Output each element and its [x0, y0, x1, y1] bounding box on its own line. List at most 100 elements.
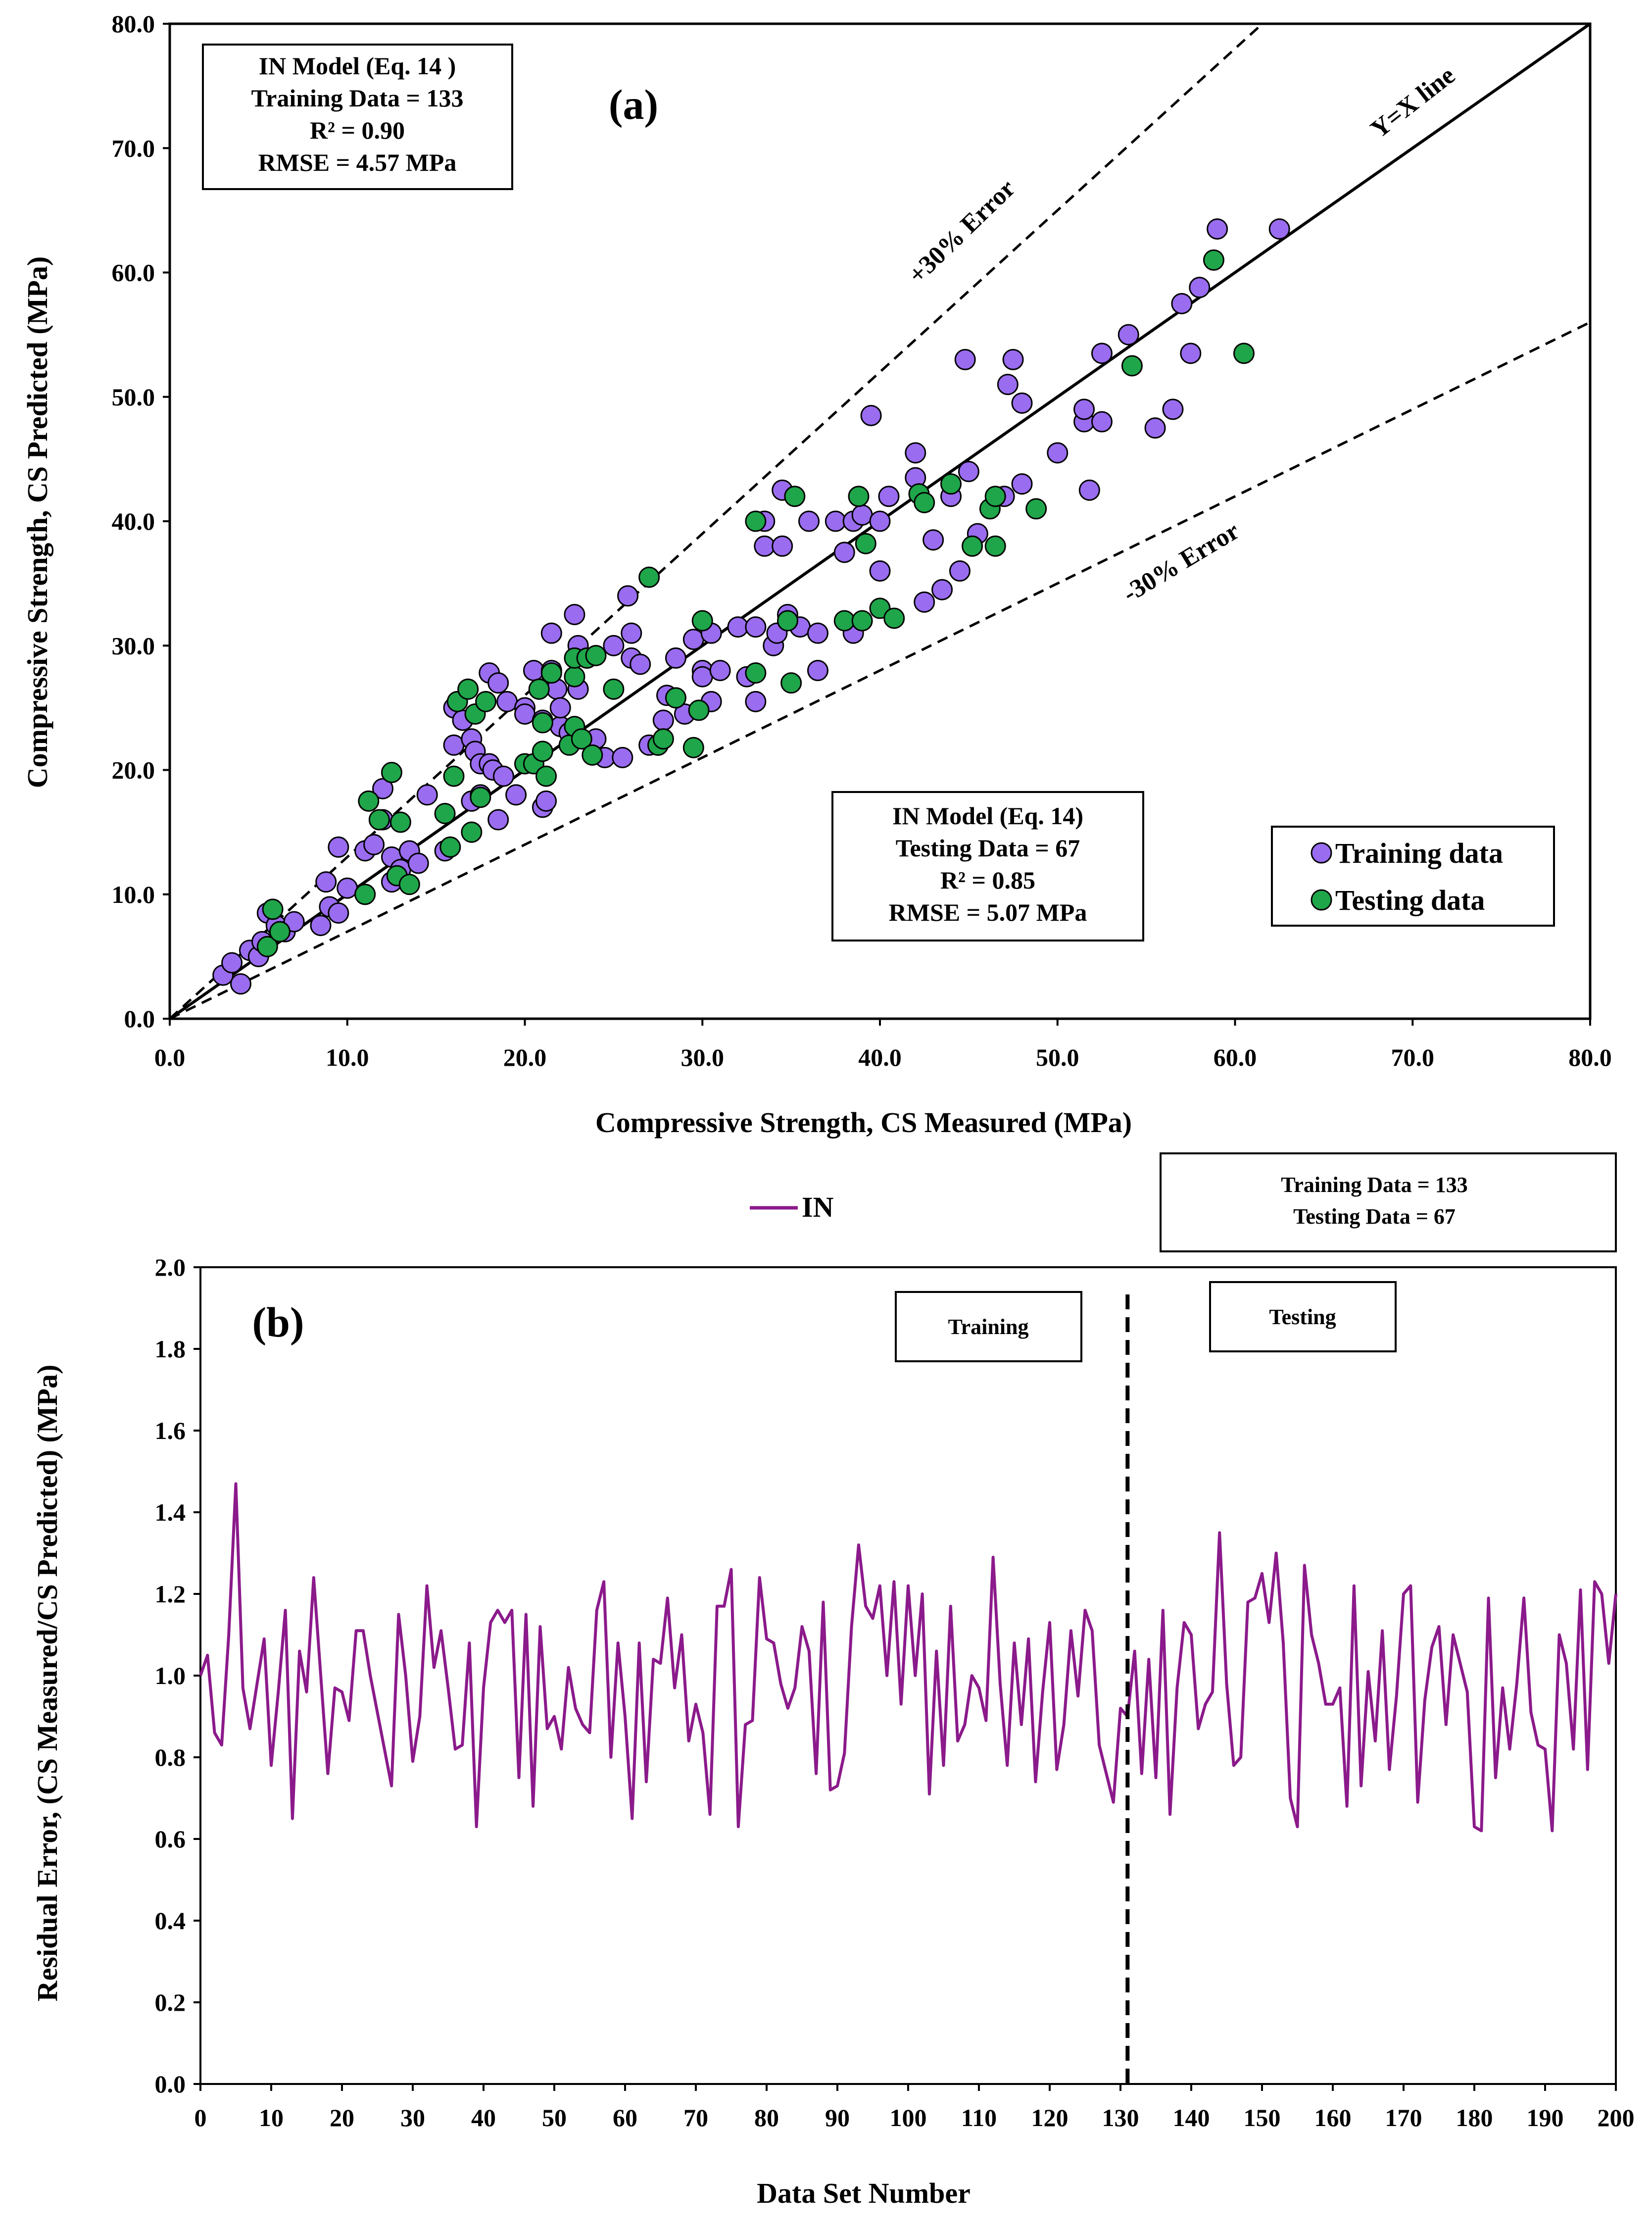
y-tick-label-b: 1.4	[155, 1498, 186, 1526]
y-axis-title-a: Compressive Strength, CS Predicted (MPa)	[21, 256, 53, 788]
legend-testing-label: Testing data	[1335, 884, 1485, 916]
training-box-line-3: R² = 0.90	[310, 116, 405, 144]
testing-point	[398, 874, 420, 895]
testing-point	[851, 610, 873, 632]
x-tick-label-b: 150	[1244, 2104, 1281, 2132]
training-point	[1268, 218, 1290, 240]
training-point	[523, 660, 544, 681]
training-point	[535, 790, 557, 812]
testing-point	[745, 510, 767, 532]
testing-point	[984, 486, 1006, 507]
legend-testing-marker	[1311, 889, 1332, 911]
training-point	[617, 585, 639, 607]
y-tick-label-a: 20.0	[112, 756, 155, 784]
training-point	[825, 510, 846, 532]
training-point	[851, 504, 873, 526]
testing-point	[688, 699, 710, 721]
training-point	[905, 442, 926, 464]
y-tick-label-b: 0.4	[155, 1907, 186, 1934]
y-tick-label-a: 0.0	[124, 1005, 155, 1033]
training-point	[612, 746, 633, 768]
x-tick-label-b: 60	[613, 2104, 637, 2132]
training-point	[1207, 218, 1228, 240]
training-point	[407, 852, 429, 874]
testing-point	[652, 728, 674, 750]
x-tick-label-b: 130	[1102, 2104, 1139, 2132]
testing-point	[665, 687, 686, 709]
training-point	[1091, 411, 1113, 433]
testing-point	[470, 787, 491, 808]
testing-point	[389, 811, 411, 833]
training-point	[1047, 442, 1069, 464]
training-point	[315, 871, 337, 893]
training-point	[949, 560, 971, 582]
training-point	[1118, 324, 1139, 346]
training-point	[540, 622, 562, 644]
training-point	[230, 973, 251, 995]
testing-point	[368, 809, 390, 831]
panel-label-a: (a)	[609, 81, 658, 128]
x-tick-label-b: 90	[825, 2104, 850, 2132]
testing-annotation-box: Testing	[1209, 1281, 1397, 1352]
training-point	[869, 560, 891, 582]
x-tick-label-b: 30	[400, 2104, 425, 2132]
legend-training-label: Training data	[1335, 837, 1503, 869]
data-count-training: Training Data = 133	[1281, 1173, 1468, 1197]
training-point	[860, 404, 882, 426]
testing-annotation-label: Testing	[1269, 1305, 1336, 1329]
axis-ticks-a: 0.0 10.0 20.0 30.0 40.0 50.0 60.0 70.0 80.0 0.0 10…	[112, 10, 1612, 1071]
training-point	[727, 616, 749, 638]
testing-point	[262, 898, 284, 920]
panel-label-b: (b)	[252, 1298, 304, 1346]
testing-box-line-4: RMSE = 5.07 MPa	[889, 898, 1087, 926]
y-tick-label-a: 70.0	[112, 134, 155, 162]
training-point	[709, 660, 731, 681]
y-tick-label-a: 80.0	[112, 10, 155, 38]
legend-training-marker	[1311, 842, 1332, 864]
testing-point	[354, 884, 376, 905]
x-axis-title-b: Data Set Number	[757, 2177, 971, 2209]
y-tick-label-b: 1.2	[155, 1580, 186, 1608]
training-point	[514, 703, 535, 725]
testing-point	[269, 921, 291, 942]
x-tick-label-b: 110	[961, 2104, 997, 2132]
training-point	[1162, 398, 1184, 420]
residual-panel-b: 0 10 20 30 40 50 60 70 80 90 100 110 120 130 140 150 160…	[31, 1152, 1635, 2209]
training-point	[549, 697, 571, 719]
x-tick-label-b: 170	[1385, 2104, 1422, 2132]
testing-point	[745, 662, 767, 684]
x-tick-label-b: 160	[1314, 2104, 1352, 2132]
testing-point	[914, 492, 935, 513]
scatter-panel-a: 0.0 10.0 20.0 30.0 40.0 50.0 60.0 70.0 80.0 0.0 10…	[21, 10, 1612, 1139]
training-point	[958, 461, 979, 482]
y-tick-label-a: 40.0	[112, 507, 155, 535]
testing-point	[962, 535, 983, 557]
training-point	[798, 510, 820, 532]
x-tick-label-a: 70.0	[1391, 1043, 1435, 1071]
x-tick-label-a: 0.0	[154, 1043, 186, 1071]
training-point	[1073, 398, 1095, 420]
legend-b: IN	[750, 1191, 834, 1223]
testing-point	[256, 936, 278, 957]
y-tick-label-b: 1.6	[155, 1417, 186, 1444]
training-point	[1002, 348, 1024, 370]
testing-point	[457, 678, 479, 700]
testing-point	[475, 691, 497, 712]
training-point	[869, 510, 891, 532]
testing-point	[848, 486, 870, 507]
training-point	[807, 660, 828, 681]
testing-point	[439, 836, 461, 858]
y-tick-label-b: 0.8	[155, 1743, 186, 1771]
x-tick-label-b: 10	[259, 2104, 284, 2132]
testing-point	[461, 821, 483, 843]
x-tick-label-a: 80.0	[1568, 1043, 1612, 1071]
testing-box-line-2: Testing Data = 67	[896, 834, 1080, 862]
training-point	[1011, 392, 1033, 414]
training-point	[1180, 343, 1202, 364]
x-tick-label-b: 20	[330, 2104, 354, 2132]
x-tick-label-a: 50.0	[1036, 1043, 1079, 1071]
legend-IN-label: IN	[802, 1191, 834, 1223]
training-point	[665, 647, 686, 669]
plot-area-b	[199, 1266, 1617, 2085]
